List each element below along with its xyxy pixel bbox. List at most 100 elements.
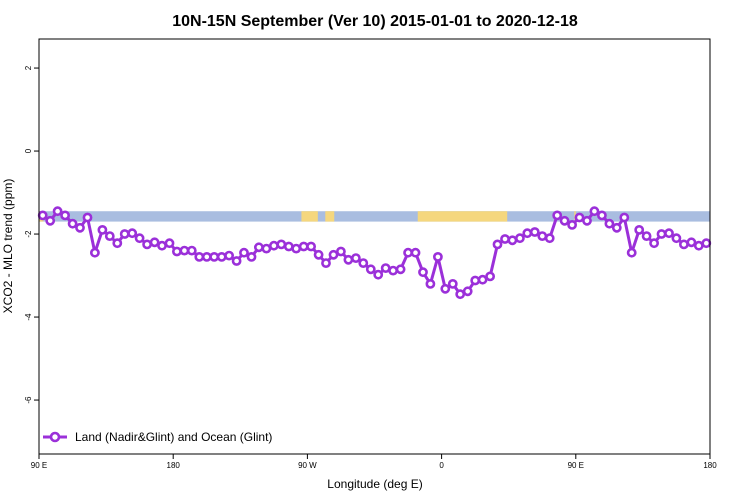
x-tick-label: 90 E — [568, 461, 584, 470]
data-point — [686, 237, 697, 248]
data-point — [373, 269, 384, 280]
data-point — [291, 243, 302, 254]
data-point — [597, 210, 607, 221]
data-point — [194, 251, 205, 262]
data-point — [313, 249, 324, 260]
data-point — [224, 250, 234, 261]
data-point — [693, 240, 704, 251]
data-point — [656, 229, 667, 239]
x-tick-label: 90 E — [31, 461, 47, 470]
legend-label: Land (Nadir&Glint) and Ocean (Glint) — [75, 430, 272, 444]
data-point — [634, 224, 645, 235]
data-point — [679, 239, 689, 250]
data-point — [45, 215, 56, 226]
data-point — [60, 210, 70, 221]
x-tick-label: 0 — [439, 461, 444, 470]
x-axis-label: Longitude (deg E) — [327, 477, 422, 491]
data-point — [67, 218, 78, 229]
data-point — [500, 234, 510, 244]
x-tick-label: 180 — [167, 461, 181, 470]
x-tick-label: 180 — [703, 461, 717, 470]
data-point — [649, 238, 659, 249]
data-point — [507, 235, 518, 246]
data-point — [328, 249, 339, 260]
data-point — [567, 219, 577, 230]
data-point — [522, 228, 533, 239]
data-point — [231, 256, 242, 266]
data-point — [52, 206, 63, 217]
chart-title: 10N-15N September (Ver 10) 2015-01-01 to… — [172, 13, 578, 30]
data-point — [365, 264, 376, 275]
land-segment — [417, 211, 508, 222]
data-point — [157, 240, 167, 251]
data-point — [552, 210, 563, 221]
data-point — [619, 212, 630, 223]
y-axis-label: XCO2 - MLO trend (ppm) — [1, 179, 15, 314]
data-point — [582, 215, 592, 226]
legend: Land (Nadir&Glint) and Ocean (Glint) — [43, 430, 272, 444]
data-point — [127, 228, 138, 239]
data-point — [37, 210, 48, 221]
data-point — [350, 253, 361, 263]
data-point — [440, 283, 451, 294]
data-point — [134, 233, 145, 244]
data-point — [90, 247, 100, 258]
data-point — [447, 278, 458, 289]
data-point — [701, 238, 712, 249]
land-segment — [301, 211, 318, 222]
data-point — [664, 228, 674, 239]
data-point — [358, 258, 369, 268]
y-tick-label: 2 — [24, 65, 33, 70]
data-point — [559, 215, 570, 226]
data-point — [432, 251, 443, 262]
plot-frame — [38, 38, 711, 455]
data-point — [104, 231, 115, 241]
data-point — [142, 239, 152, 250]
data-point — [343, 254, 354, 265]
legend-marker-swatch — [49, 431, 61, 443]
data-point — [119, 229, 130, 239]
ocean-band — [39, 211, 710, 222]
data-point — [529, 227, 540, 237]
data-point — [149, 237, 160, 248]
data-point — [604, 218, 615, 229]
data-point — [268, 240, 279, 251]
land-segment — [325, 211, 335, 222]
data-point — [388, 265, 398, 276]
data-point — [209, 251, 220, 262]
data-point — [418, 267, 428, 278]
data-point — [544, 233, 555, 244]
y-tick-label: 0 — [24, 148, 33, 153]
data-point — [671, 233, 682, 244]
data-point — [470, 275, 481, 286]
data-point — [395, 264, 406, 275]
y-axis: 2 0 -2 -4 -6 — [24, 65, 39, 404]
data-point — [75, 222, 85, 233]
data-point — [239, 247, 249, 258]
data-point — [462, 286, 473, 297]
data-point — [171, 246, 182, 257]
x-tick-label: 90 W — [298, 461, 317, 470]
data-point — [164, 238, 175, 249]
data-point — [216, 251, 227, 262]
y-tick-label: -4 — [24, 313, 33, 321]
data-point — [261, 243, 272, 254]
data-point — [246, 251, 257, 262]
series-layer — [37, 206, 712, 300]
data-point — [306, 241, 316, 252]
data-point — [335, 246, 346, 257]
y-tick-label: -2 — [24, 230, 33, 238]
data-point — [492, 239, 503, 250]
data-point — [410, 247, 421, 258]
data-point — [589, 206, 600, 217]
data-point — [515, 233, 525, 244]
data-point — [477, 274, 488, 285]
data-point — [611, 222, 622, 233]
data-point — [641, 231, 652, 241]
y-tick-label: -6 — [24, 396, 33, 404]
data-point — [485, 271, 495, 282]
data-point — [97, 224, 108, 235]
data-point — [626, 247, 637, 258]
data-point — [186, 245, 197, 256]
